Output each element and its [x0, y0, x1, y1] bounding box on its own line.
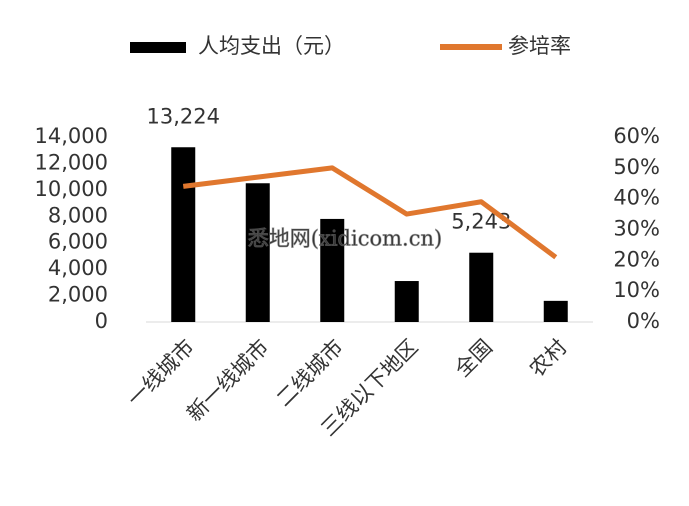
y-tick-label: 8,000: [48, 203, 108, 227]
bar: [543, 300, 568, 322]
y2-tick-label: 20%: [613, 247, 660, 271]
legend-swatch: [130, 42, 186, 53]
y-tick-label: 14,000: [35, 124, 108, 148]
bar: [245, 183, 270, 322]
bar: [469, 252, 494, 322]
y-tick-label: 6,000: [48, 230, 108, 254]
y-tick-label: 10,000: [35, 177, 108, 201]
y2-tick-label: 60%: [613, 124, 660, 148]
bar: [320, 218, 345, 322]
x-tick-label: 新一线城市: [182, 335, 273, 426]
y-tick-label: 4,000: [48, 256, 108, 280]
y-tick-label: 0: [95, 309, 108, 333]
x-tick-label: 全国: [450, 335, 497, 382]
y-tick-label: 12,000: [35, 150, 108, 174]
y2-tick-label: 10%: [613, 278, 660, 302]
y2-tick-label: 30%: [613, 217, 660, 241]
watermark: 悉地网(xidicom.cn): [248, 227, 442, 251]
data-label: 13,224: [147, 104, 220, 128]
legend-label: 参培率: [508, 34, 571, 58]
bar: [394, 281, 419, 322]
x-tick-label: 一线城市: [123, 335, 199, 411]
legend-label: 人均支出（元）: [198, 34, 345, 58]
x-tick-label: 二线城市: [272, 335, 348, 411]
data-label: 5,243: [451, 210, 511, 234]
y2-tick-label: 50%: [613, 155, 660, 179]
y2-tick-label: 0%: [627, 309, 660, 333]
line: [182, 165, 558, 260]
bar: [171, 147, 196, 322]
x-tick-label: 农村: [525, 335, 572, 382]
y-tick-label: 2,000: [48, 283, 108, 307]
y2-tick-label: 40%: [613, 186, 660, 210]
